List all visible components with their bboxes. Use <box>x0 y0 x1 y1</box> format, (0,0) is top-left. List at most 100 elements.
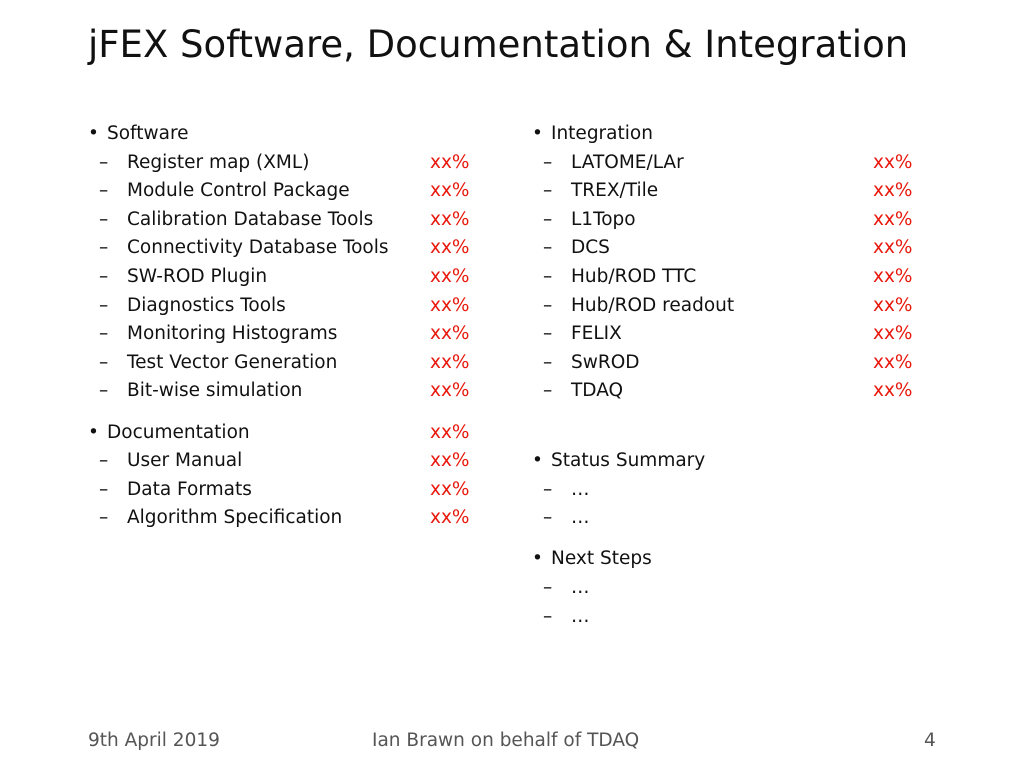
dash-icon: – <box>99 507 109 529</box>
software-item-status: xx% <box>430 151 470 173</box>
footer-author: Ian Brawn on behalf of TDAQ <box>372 730 640 751</box>
left-column: • Software – Register map (XML) xx% – Mo… <box>88 120 488 533</box>
status-summary-heading-row: • Status Summary <box>532 447 932 476</box>
integration-item-label: LATOME/LAr <box>571 151 684 173</box>
software-item-status: xx% <box>430 265 470 287</box>
next-steps-item-label: … <box>571 576 590 598</box>
bullet-icon: • <box>88 123 99 144</box>
integration-item-label: Hub/ROD TTC <box>571 265 697 287</box>
integration-item-status: xx% <box>873 237 913 259</box>
status-summary-item-label: … <box>571 507 590 529</box>
documentation-status: xx% <box>430 421 470 443</box>
status-summary-item: – … <box>532 504 932 533</box>
software-item-status: xx% <box>430 180 470 202</box>
documentation-item-label: Algorithm Specification <box>127 507 343 529</box>
software-item-status: xx% <box>430 323 470 345</box>
next-steps-item-label: … <box>571 605 590 627</box>
integration-item-status: xx% <box>873 180 913 202</box>
dash-icon: – <box>99 351 109 373</box>
integration-heading-row: • Integration <box>532 120 932 149</box>
footer-date: 9th April 2019 <box>88 730 220 751</box>
software-item: – Register map (XML) xx% <box>88 149 488 178</box>
dash-icon: – <box>99 450 109 472</box>
documentation-heading: Documentation <box>107 421 250 443</box>
next-steps-item: – … <box>532 574 932 603</box>
dash-icon: – <box>99 208 109 230</box>
software-item-status: xx% <box>430 294 470 316</box>
integration-item-label: DCS <box>571 237 610 259</box>
integration-item: – TDAQ xx% <box>532 377 932 406</box>
software-item-status: xx% <box>430 380 470 402</box>
software-item: – Bit-wise simulation xx% <box>88 377 488 406</box>
integration-item-label: TREX/Tile <box>571 180 659 202</box>
software-item-label: Bit-wise simulation <box>127 380 303 402</box>
integration-item: – DCS xx% <box>532 234 932 263</box>
dash-icon: – <box>543 323 553 345</box>
dash-icon: – <box>543 605 553 627</box>
page-number: 4 <box>924 730 936 751</box>
dash-icon: – <box>99 237 109 259</box>
integration-heading: Integration <box>551 123 653 144</box>
software-item-label: SW-ROD Plugin <box>127 265 268 287</box>
integration-item-label: L1Topo <box>571 208 636 230</box>
dash-icon: – <box>99 151 109 173</box>
dash-icon: – <box>543 294 553 316</box>
documentation-item-status: xx% <box>430 450 470 472</box>
dash-icon: – <box>99 380 109 402</box>
bullet-icon: • <box>532 548 543 570</box>
bullet-icon: • <box>532 123 543 144</box>
integration-item-status: xx% <box>873 294 913 316</box>
integration-item-status: xx% <box>873 380 913 402</box>
bullet-icon: • <box>532 449 543 471</box>
software-heading: Software <box>107 123 189 144</box>
dash-icon: – <box>99 265 109 287</box>
software-item-status: xx% <box>430 208 470 230</box>
software-heading-row: • Software <box>88 120 488 149</box>
integration-item-label: SwROD <box>571 351 640 373</box>
integration-item-status: xx% <box>873 208 913 230</box>
dash-icon: – <box>543 351 553 373</box>
documentation-item-status: xx% <box>430 478 470 500</box>
dash-icon: – <box>543 265 553 287</box>
right-column: • Integration – LATOME/LAr xx% – TREX/Ti… <box>532 120 932 631</box>
status-summary-item-label: … <box>571 478 590 500</box>
bullet-icon: • <box>88 421 99 443</box>
software-item: – Monitoring Histograms xx% <box>88 320 488 349</box>
integration-item-status: xx% <box>873 265 913 287</box>
software-item: – Test Vector Generation xx% <box>88 349 488 378</box>
software-item-label: Test Vector Generation <box>127 351 338 373</box>
integration-item: – LATOME/LAr xx% <box>532 149 932 178</box>
software-item-label: Register map (XML) <box>127 151 310 173</box>
dash-icon: – <box>99 294 109 316</box>
integration-item-status: xx% <box>873 323 913 345</box>
dash-icon: – <box>99 478 109 500</box>
integration-item-label: Hub/ROD readout <box>571 294 735 316</box>
integration-item: – TREX/Tile xx% <box>532 177 932 206</box>
next-steps-item: – … <box>532 603 932 632</box>
next-steps-heading-row: • Next Steps <box>532 545 932 574</box>
software-item-label: Calibration Database Tools <box>127 208 374 230</box>
integration-item-label: FELIX <box>571 323 622 345</box>
dash-icon: – <box>543 208 553 230</box>
software-item: – Calibration Database Tools xx% <box>88 206 488 235</box>
documentation-item-label: Data Formats <box>127 478 252 500</box>
dash-icon: – <box>543 237 553 259</box>
dash-icon: – <box>99 323 109 345</box>
integration-item: – Hub/ROD TTC xx% <box>532 263 932 292</box>
software-item-label: Connectivity Database Tools <box>127 237 389 259</box>
software-item-label: Module Control Package <box>127 180 350 202</box>
integration-item-status: xx% <box>873 351 913 373</box>
software-item: – Module Control Package xx% <box>88 177 488 206</box>
status-summary-item: – … <box>532 476 932 505</box>
dash-icon: – <box>543 576 553 598</box>
status-summary-heading: Status Summary <box>551 449 706 471</box>
software-item-status: xx% <box>430 237 470 259</box>
integration-item-status: xx% <box>873 151 913 173</box>
integration-item: – Hub/ROD readout xx% <box>532 292 932 321</box>
integration-item: – L1Topo xx% <box>532 206 932 235</box>
software-item: – SW-ROD Plugin xx% <box>88 263 488 292</box>
software-item-label: Monitoring Histograms <box>127 323 338 345</box>
slide-title: jFEX Software, Documentation & Integrati… <box>88 23 909 66</box>
integration-item: – FELIX xx% <box>532 320 932 349</box>
software-item: – Diagnostics Tools xx% <box>88 292 488 321</box>
